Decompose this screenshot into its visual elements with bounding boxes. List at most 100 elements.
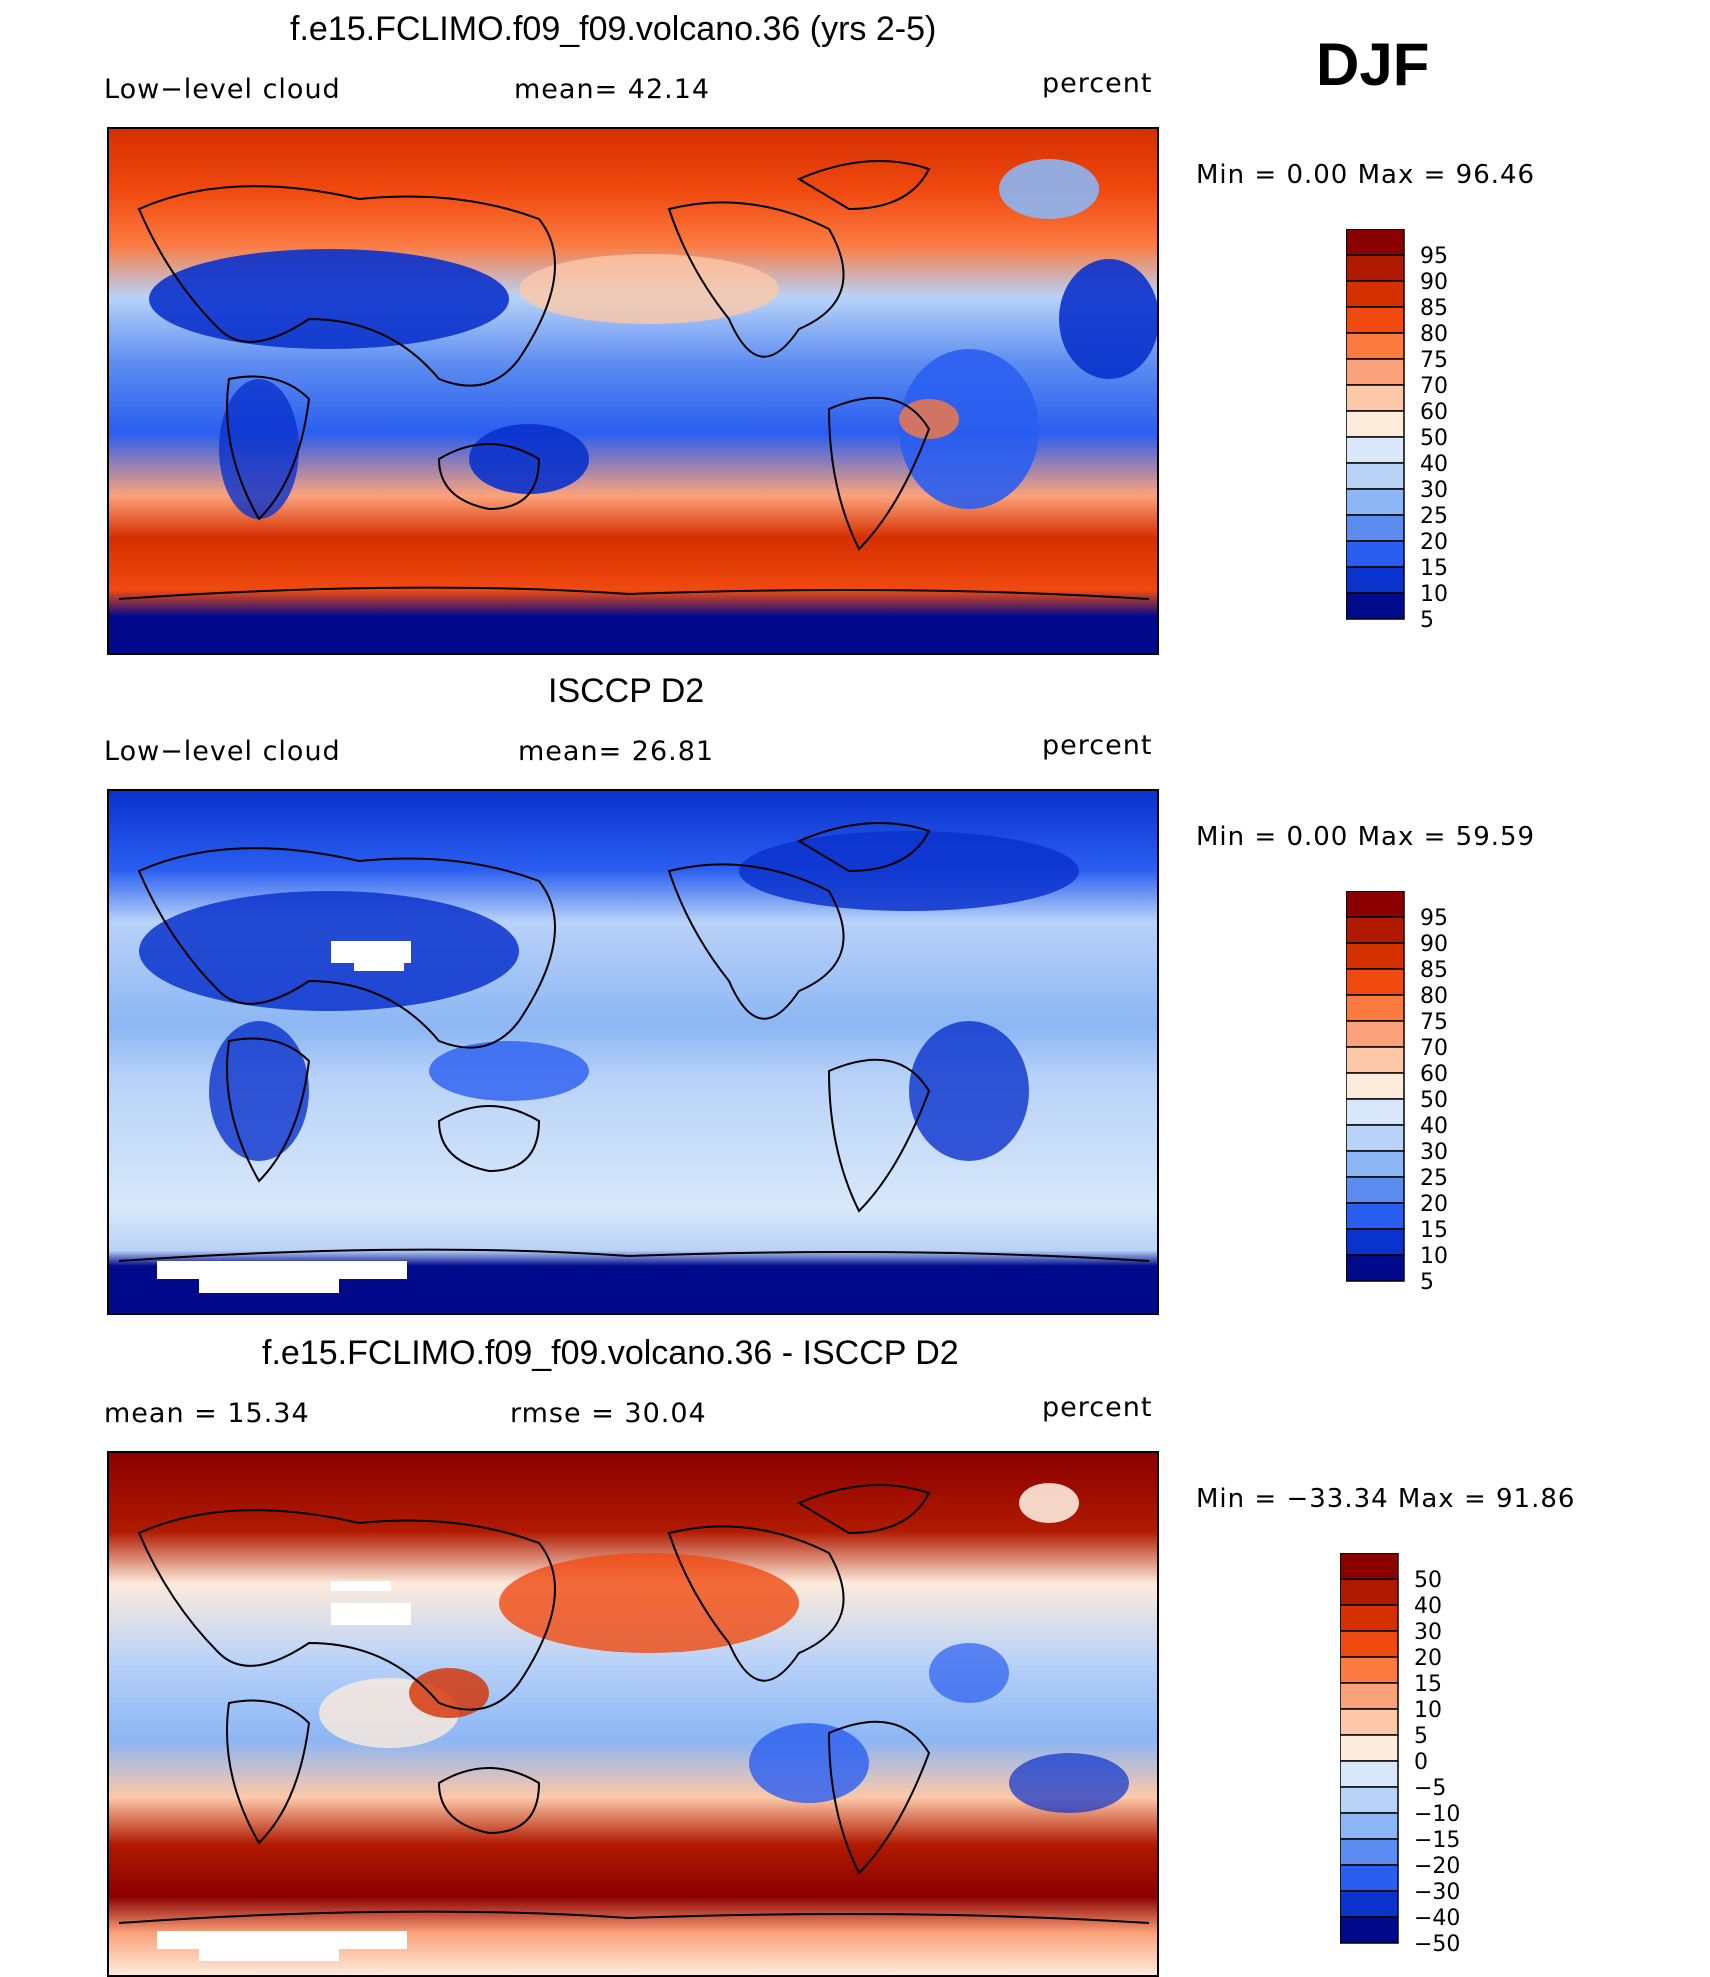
cloud-map-model [107, 127, 1159, 655]
colorbar-label: 75 [1420, 348, 1448, 373]
colorbar-label: 80 [1420, 322, 1448, 347]
mean-label: mean= 42.14 [514, 74, 711, 105]
colorbar-label: 50 [1420, 426, 1448, 451]
colorbar-swatch [1345, 280, 1405, 308]
minmax-label: Min = −33.34 Max = 91.86 [1196, 1484, 1576, 1514]
colorbar-swatch [1345, 1202, 1405, 1230]
colorbar-label: 20 [1414, 1646, 1442, 1671]
colorbar-label: 90 [1420, 270, 1448, 295]
colorbar-swatch [1345, 384, 1405, 412]
colorbar-swatch [1345, 514, 1405, 542]
minmax-label: Min = 0.00 Max = 96.46 [1196, 160, 1536, 190]
colorbar-label: −40 [1414, 1906, 1460, 1931]
colorbar-swatch [1345, 410, 1405, 438]
colorbar-swatch [1345, 994, 1405, 1022]
colorbar-label: 60 [1420, 1062, 1448, 1087]
colorbar-label: 85 [1420, 958, 1448, 983]
colorbar-swatch [1339, 1890, 1399, 1918]
panel-title: f.e15.FCLIMO.f09_f09.volcano.36 (yrs 2-5… [290, 10, 937, 48]
rmse-label: rmse = 30.04 [510, 1398, 707, 1429]
colorbar-swatch [1345, 1046, 1405, 1074]
colorbar-model: 95 90 85 80 75 70 60 50 40 30 25 20 15 10 5 [1345, 228, 1486, 650]
colorbar-label: 40 [1420, 1114, 1448, 1139]
colorbar-swatch [1339, 1604, 1399, 1632]
colorbar-label: 30 [1414, 1620, 1442, 1645]
colorbar-swatch [1339, 1916, 1399, 1944]
colorbar-label: 75 [1420, 1010, 1448, 1035]
colorbar-swatch [1345, 462, 1405, 490]
colorbar-label: 70 [1420, 1036, 1448, 1061]
colorbar-label: 5 [1420, 1270, 1434, 1295]
colorbar-swatch [1345, 1150, 1405, 1178]
colorbar-swatch [1339, 1786, 1399, 1814]
colorbar-label: 10 [1420, 582, 1448, 607]
colorbar-swatch [1345, 332, 1405, 360]
units-label: percent [1042, 1392, 1153, 1423]
colorbar-swatch [1345, 228, 1405, 256]
colorbar-label: 5 [1420, 608, 1434, 633]
colorbar-label: 40 [1420, 452, 1448, 477]
colorbar-label: 10 [1420, 1244, 1448, 1269]
colorbar-swatch [1339, 1630, 1399, 1658]
colorbar-swatch [1345, 1124, 1405, 1152]
colorbar-label: 15 [1420, 556, 1448, 581]
colorbar-swatch [1339, 1708, 1399, 1736]
colorbar-swatch [1339, 1734, 1399, 1762]
colorbar-label: 20 [1420, 1192, 1448, 1217]
colorbar-swatch [1345, 890, 1405, 918]
colorbar-label: 30 [1420, 1140, 1448, 1165]
colorbar-label: 70 [1420, 374, 1448, 399]
cloud-map-observed [107, 789, 1159, 1315]
colorbar-label: 15 [1414, 1672, 1442, 1697]
colorbar-label: −15 [1414, 1828, 1460, 1853]
colorbar-label: 0 [1414, 1750, 1428, 1775]
colorbar-label: 40 [1414, 1594, 1442, 1619]
colorbar-swatch [1345, 488, 1405, 516]
colorbar-label: 50 [1414, 1568, 1442, 1593]
variable-label: Low−level cloud [104, 736, 341, 767]
variable-label: Low−level cloud [104, 74, 341, 105]
colorbar-observed: 95 90 85 80 75 70 60 50 40 30 25 20 15 10 5 [1345, 890, 1486, 1312]
colorbar-swatch [1345, 1254, 1405, 1282]
colorbar-swatch [1339, 1552, 1399, 1580]
units-label: percent [1042, 68, 1153, 99]
colorbar-label: 95 [1420, 244, 1448, 269]
colorbar-swatch [1345, 1228, 1405, 1256]
colorbar-label: 85 [1420, 296, 1448, 321]
colorbar-label: 5 [1414, 1724, 1428, 1749]
colorbar-swatch [1345, 942, 1405, 970]
colorbar-swatch [1345, 1020, 1405, 1048]
colorbar-swatch [1339, 1812, 1399, 1840]
colorbar-label: −50 [1414, 1932, 1460, 1957]
colorbar-swatch [1345, 1176, 1405, 1204]
cloud-map-difference [107, 1451, 1159, 1977]
colorbar-label: −10 [1414, 1802, 1460, 1827]
colorbar-swatch [1345, 592, 1405, 620]
colorbar-label: 60 [1420, 400, 1448, 425]
colorbar-label: 50 [1420, 1088, 1448, 1113]
colorbar-label: −5 [1414, 1776, 1446, 1801]
colorbar-swatch [1345, 916, 1405, 944]
colorbar-difference: 50 40 30 20 15 10 5 0 −5 −10 −15 −20 −30 −40 −50 [1339, 1552, 1490, 1974]
colorbar-swatch [1345, 358, 1405, 386]
colorbar-swatch [1345, 254, 1405, 282]
season-label: DJF [1316, 31, 1430, 98]
colorbar-swatch [1339, 1656, 1399, 1684]
panel-title: f.e15.FCLIMO.f09_f09.volcano.36 - ISCCP … [262, 1334, 959, 1372]
units-label: percent [1042, 730, 1153, 761]
colorbar-swatch [1339, 1682, 1399, 1710]
colorbar-swatch [1345, 1098, 1405, 1126]
colorbar-swatch [1339, 1838, 1399, 1866]
colorbar-swatch [1345, 968, 1405, 996]
mean-label: mean = 15.34 [104, 1398, 310, 1429]
colorbar-label: 25 [1420, 504, 1448, 529]
colorbar-swatch [1345, 1072, 1405, 1100]
colorbar-swatch [1345, 306, 1405, 334]
colorbar-swatch [1339, 1760, 1399, 1788]
colorbar-label: 90 [1420, 932, 1448, 957]
colorbar-swatch [1339, 1864, 1399, 1892]
colorbar-label: −30 [1414, 1880, 1460, 1905]
colorbar-swatch [1345, 566, 1405, 594]
colorbar-swatch [1345, 540, 1405, 568]
colorbar-label: 20 [1420, 530, 1448, 555]
